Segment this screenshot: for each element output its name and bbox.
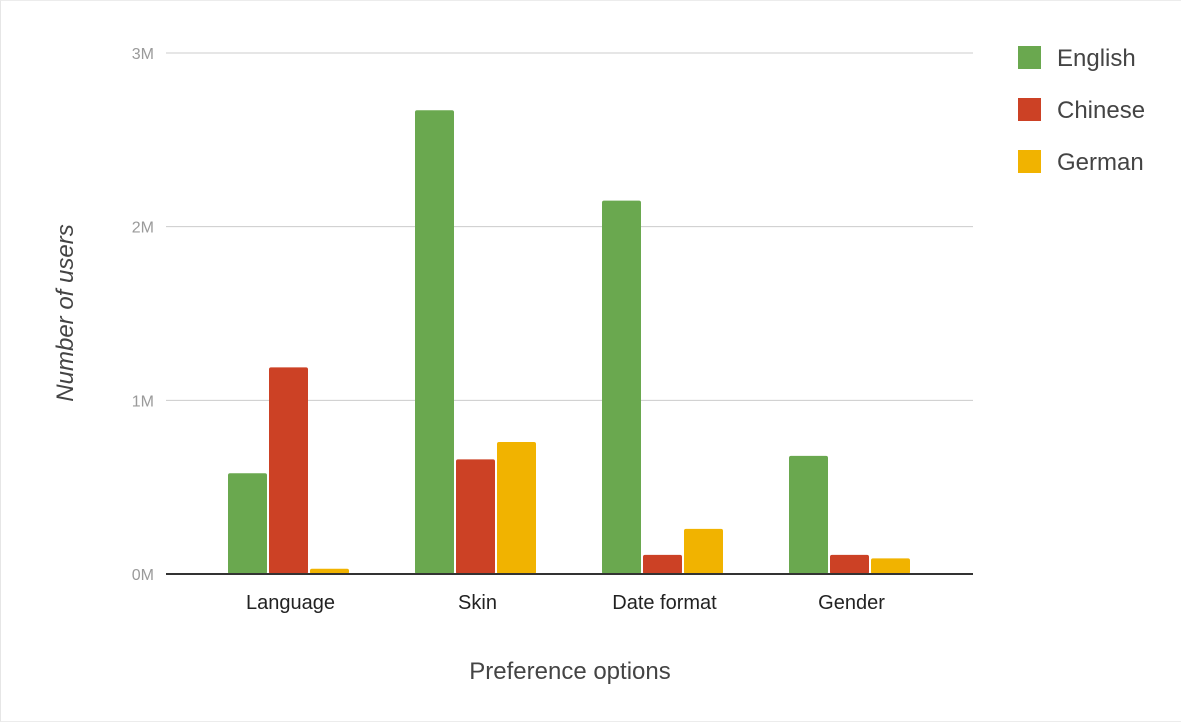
bar-english-language [228,473,267,574]
bars [228,110,910,574]
x-axis-title: Preference options [469,658,670,685]
legend-label-english: English [1057,45,1136,72]
category-label: Gender [818,592,885,614]
bar-chinese-skin [456,459,495,574]
bar-german-gender [871,558,910,574]
category-label: Language [246,592,335,614]
bar-german-language [310,568,349,574]
bar-english-date-format [602,200,641,574]
y-tick-label: 3M [132,46,154,63]
category-label: Skin [458,592,497,614]
bar-english-skin [415,110,454,574]
bar-chinese-language [269,367,308,574]
y-axis-title: Number of users [52,224,79,401]
bar-english-gender [789,455,828,574]
category-labels: Language Skin Date format Gender [246,592,885,614]
y-tick-label: 2M [132,220,154,237]
y-tick-label: 1M [132,393,154,410]
category-label: Date format [612,592,717,614]
y-tick-label: 0M [132,567,154,584]
legend-swatch-chinese [1018,98,1041,121]
legend-swatch-english [1018,46,1041,69]
bar-german-skin [497,442,536,574]
legend-label-german: German [1057,149,1144,176]
legend-swatch-german [1018,150,1041,173]
y-tick-labels: 0M 1M 2M 3M [132,46,154,584]
legend: English Chinese German [1018,45,1145,176]
bar-chinese-gender [830,554,869,574]
legend-label-chinese: Chinese [1057,97,1145,124]
bar-chinese-date-format [643,554,682,574]
gridlines [166,52,973,401]
bar-german-date-format [684,528,723,574]
